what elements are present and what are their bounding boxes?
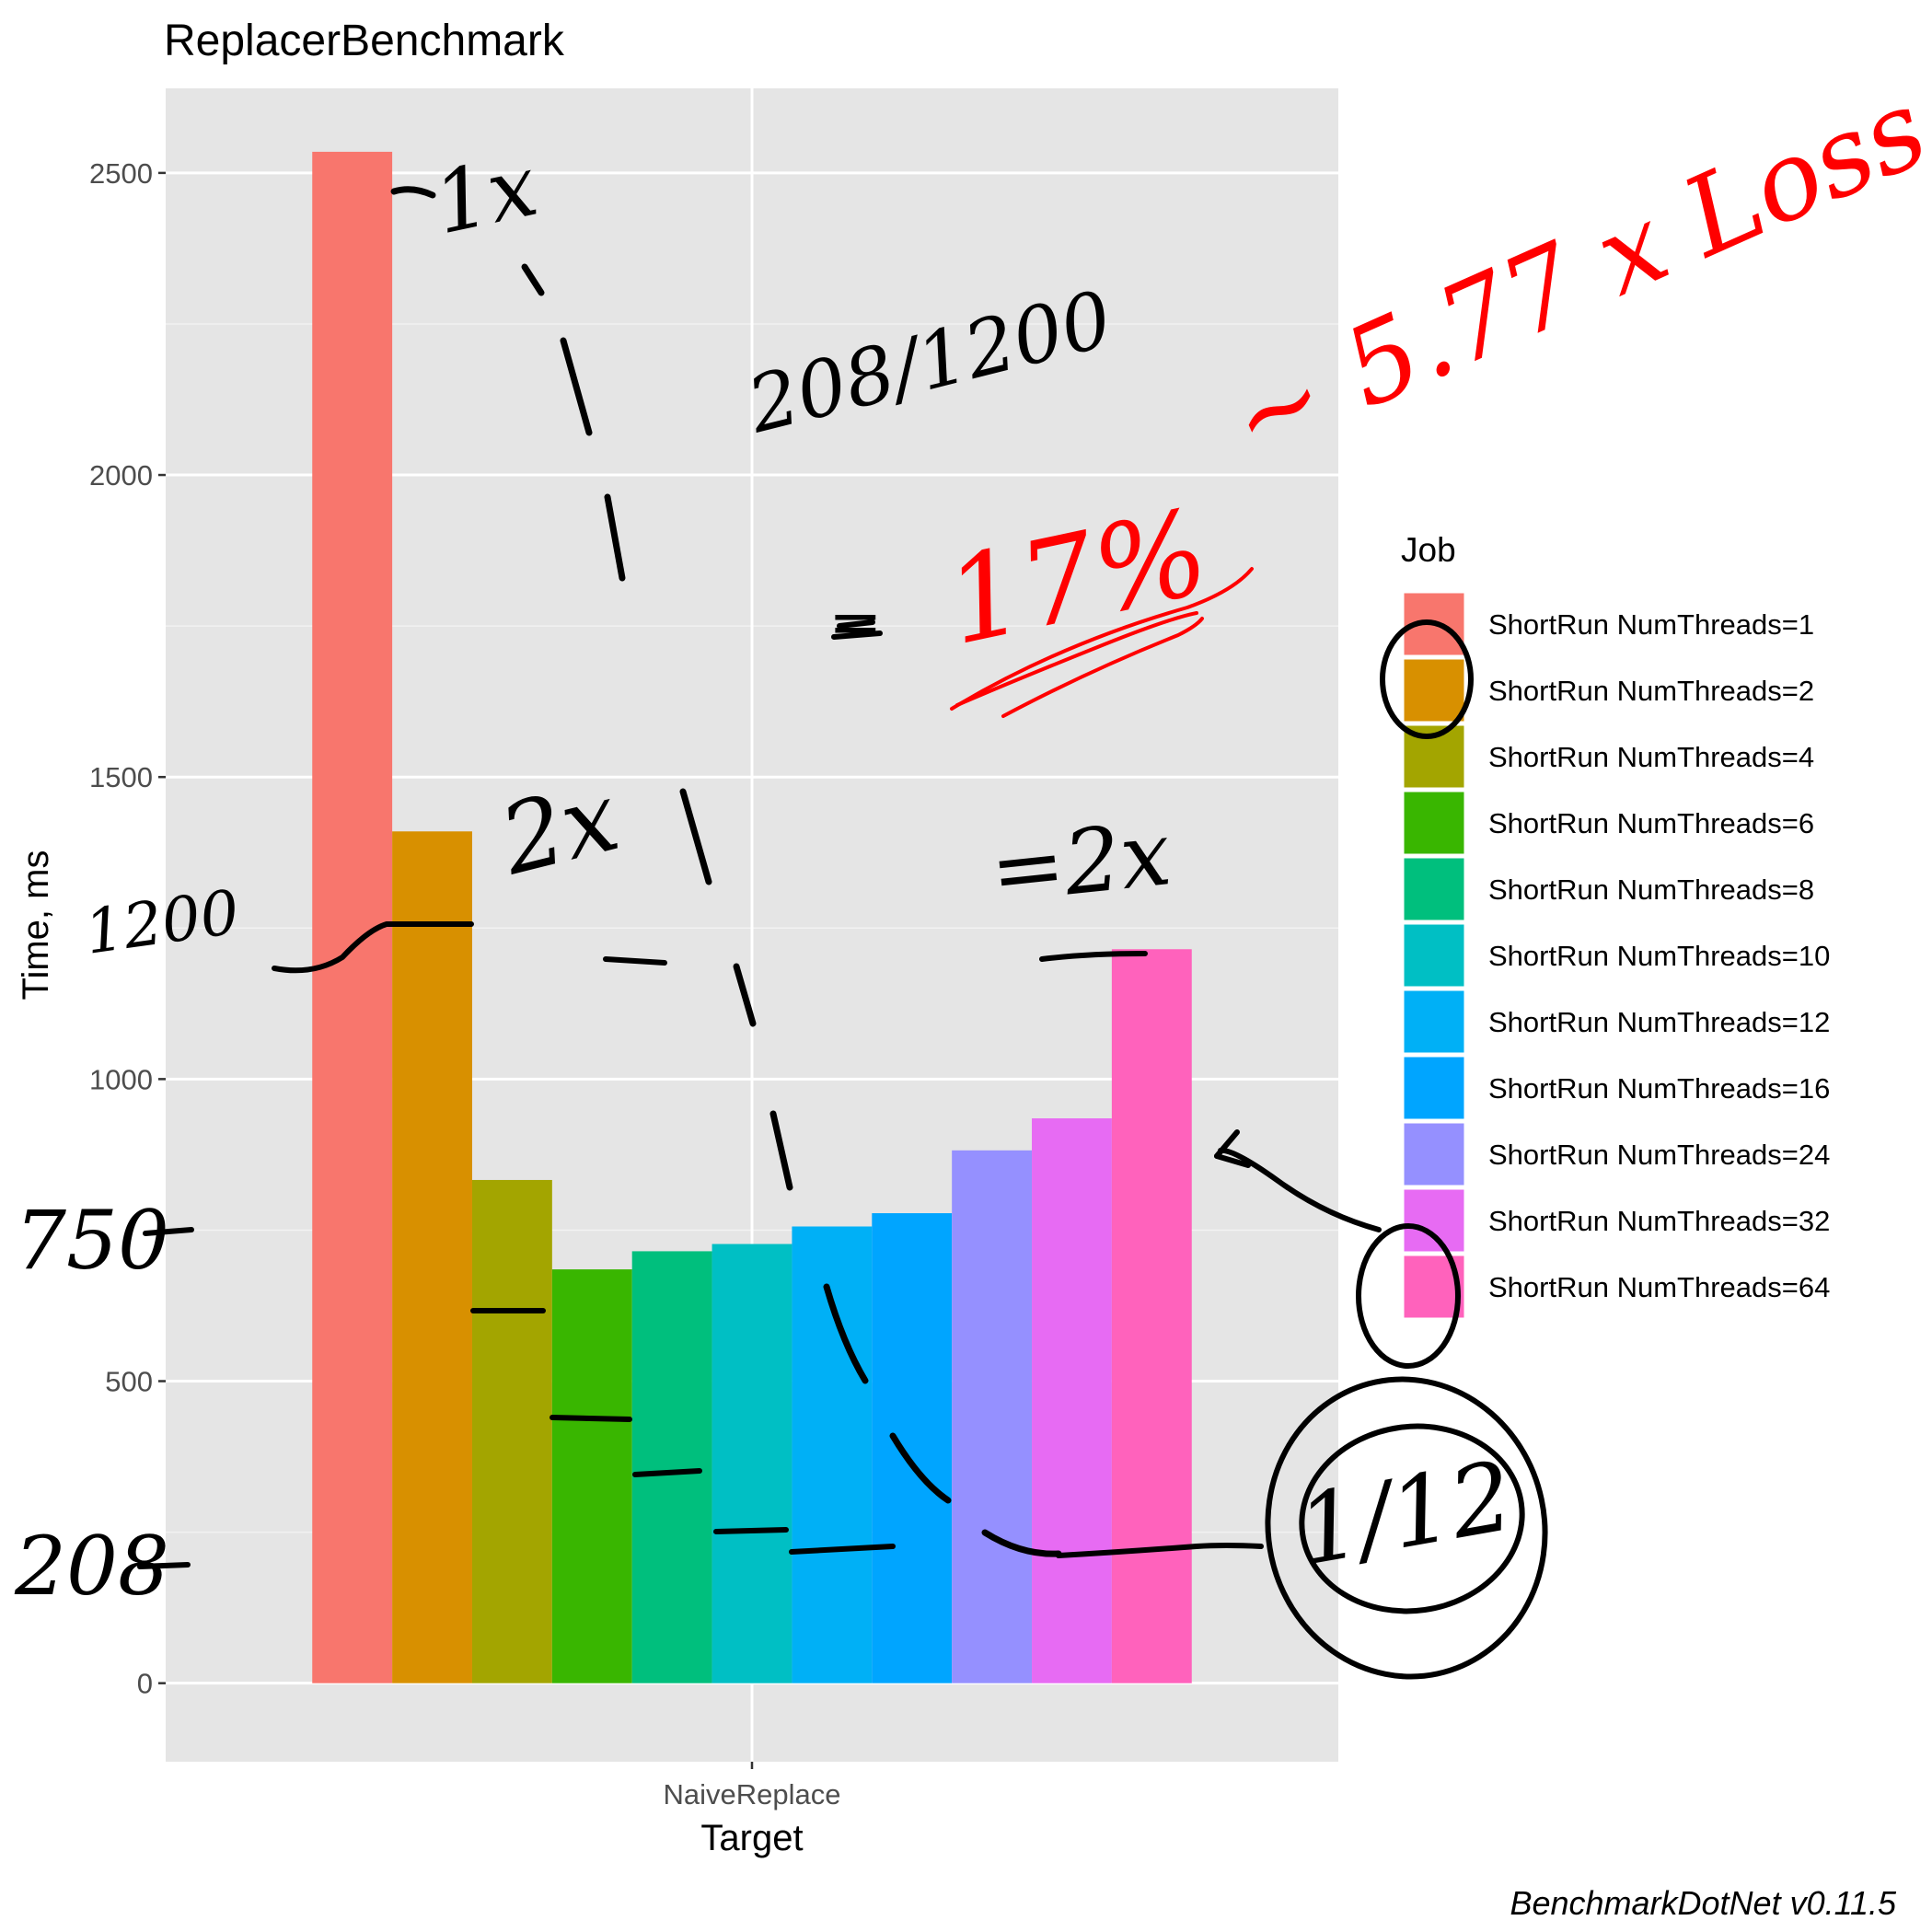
legend-key [1403,1122,1465,1186]
annotation-equals: = [828,584,883,660]
y-tick-label: 500 [105,1366,153,1398]
bar [872,1213,953,1683]
y-tick-label: 2000 [89,459,153,492]
bar [711,1244,792,1683]
legend-label: ShortRun NumThreads=1 [1488,608,1814,641]
legend-label: ShortRun NumThreads=64 [1488,1271,1830,1303]
handwritten-annotations [137,186,1548,1680]
legend-label: ShortRun NumThreads=2 [1488,675,1814,707]
legend-label: ShortRun NumThreads=24 [1488,1139,1830,1171]
y-tick-label: 2500 [89,157,153,190]
x-axis-title: Target [700,1818,803,1858]
chart-title: ReplacerBenchmark [164,17,565,65]
y-axis-ticks: 0 500 1000 1500 2000 2500 [89,157,166,1700]
circle-legend-key-64 [1356,1223,1461,1369]
caption: BenchmarkDotNet v0.11.5 [1510,1884,1897,1922]
legend-key [1403,1188,1465,1253]
bar [392,831,472,1683]
annotation-one-x: 1x [425,136,545,254]
x-tick-label: NaiveReplace [664,1778,841,1811]
legend-label: ShortRun NumThreads=12 [1488,1006,1830,1038]
circle-legend-key-2 [1380,619,1474,739]
legend-key [1403,1056,1465,1120]
level-marks [137,619,1264,1569]
bar-series [312,151,1192,1683]
legend-label: ShortRun NumThreads=10 [1488,940,1830,972]
legend-key [1403,791,1465,855]
y-tick-label: 0 [137,1668,153,1700]
annotation-208: 208 [14,1519,169,1614]
annotation-two-x-right: =2x [986,802,1175,923]
bar [471,1179,552,1683]
bar [631,1251,712,1683]
legend: ShortRun NumThreads=1 ShortRun NumThreads… [1403,592,1830,1319]
bar [312,151,393,1683]
y-axis-title: Time, ms [16,850,56,1001]
legend-key [1403,857,1465,921]
bar [1032,1118,1112,1683]
legend-title: Job [1401,531,1456,569]
percent-underline [950,567,1254,718]
bar [1111,949,1192,1683]
speedup-guide-strokes [390,186,1062,1557]
arrow-annotation [1214,1129,1382,1232]
legend-label: ShortRun NumThreads=6 [1488,807,1814,839]
y-tick-label: 1500 [89,761,153,793]
annotation-two-x-left: 2x [490,760,630,897]
annotation-750: 750 [15,1193,169,1288]
legend-label: ShortRun NumThreads=8 [1488,873,1814,906]
x-axis-ticks: NaiveReplace [664,1762,841,1811]
legend-key [1403,989,1465,1054]
legend-key [1403,923,1465,988]
legend-label: ShortRun NumThreads=16 [1488,1072,1830,1105]
bar [551,1269,632,1683]
y-tick-label: 1000 [89,1063,153,1095]
bar [952,1150,1033,1683]
legend-label: ShortRun NumThreads=32 [1488,1205,1830,1237]
legend-label: ShortRun NumThreads=4 [1488,741,1814,773]
circle-one-twelfth-inner [1299,1423,1525,1614]
legend-key [1403,658,1465,723]
circle-one-twelfth-outer [1265,1376,1548,1680]
